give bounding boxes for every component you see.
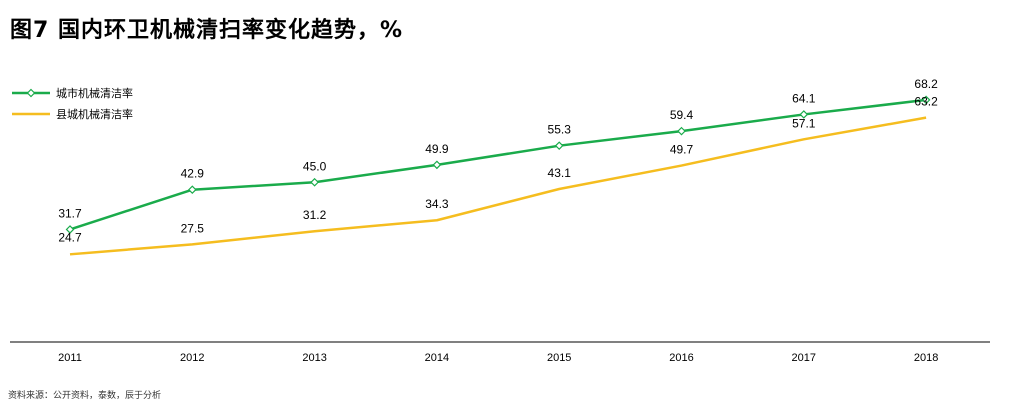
data-label-urban: 45.0 [303, 159, 327, 173]
line-chart: 城市机械清洁率 县城机械清洁率 2011 2012 2013 2014 2015 2016… [10, 77, 990, 364]
x-tick-label: 2012 [180, 352, 204, 364]
data-label-county: 34.3 [425, 197, 449, 211]
data-label-urban: 31.7 [58, 206, 82, 220]
x-tick-label: 2014 [425, 352, 449, 364]
x-tick-label: 2016 [669, 352, 693, 364]
legend: 城市机械清洁率 县城机械清洁率 [12, 86, 133, 121]
legend-label-county: 县城机械清洁率 [56, 107, 133, 121]
data-label-urban: 55.3 [548, 123, 572, 137]
data-point-urban [432, 160, 442, 170]
x-tick-label: 2011 [58, 352, 82, 364]
x-tick-label: 2015 [547, 352, 571, 364]
x-axis-ticks: 2011 2012 2013 2014 2015 2016 2017 2018 [58, 352, 938, 364]
chart-title: 图7 国内环卫机械清扫率变化趋势，% [10, 18, 404, 43]
data-point-urban [65, 225, 75, 234]
data-point-urban [554, 141, 564, 151]
series-line-county [69, 116, 927, 256]
data-label-urban: 68.2 [914, 77, 938, 91]
data-label-county: 31.2 [303, 208, 327, 222]
data-label-urban: 64.1 [792, 91, 816, 105]
data-label-urban: 49.9 [425, 142, 449, 156]
data-point-urban [187, 185, 197, 195]
series-layer [65, 95, 931, 256]
x-tick-label: 2018 [914, 352, 938, 364]
data-label-urban: 59.4 [670, 108, 694, 122]
data-point-urban [310, 177, 319, 187]
legend-marker-urban [26, 88, 36, 98]
data-point-urban [921, 95, 931, 105]
data-point-urban [799, 110, 809, 119]
data-point-urban [677, 126, 686, 136]
data-label-county: 27.5 [181, 221, 205, 235]
data-label-county: 24.7 [58, 230, 82, 244]
x-tick-label: 2017 [792, 352, 816, 364]
data-label-county: 57.1 [792, 116, 816, 130]
legend-label-urban: 城市机械清洁率 [56, 86, 133, 100]
data-label-county: 49.7 [670, 143, 694, 157]
data-labels: 24.7 27.5 31.2 34.3 43.1 49.7 57.1 63.2 31.7 42.9… [58, 77, 938, 244]
data-label-county: 63.2 [914, 95, 938, 109]
data-label-urban: 42.9 [181, 167, 205, 181]
x-tick-label: 2013 [302, 352, 326, 364]
data-label-county: 43.1 [548, 166, 572, 180]
series-line-urban [69, 98, 927, 231]
source-note: 资料来源：公开资料，泰数，辰于分析 [8, 391, 162, 401]
